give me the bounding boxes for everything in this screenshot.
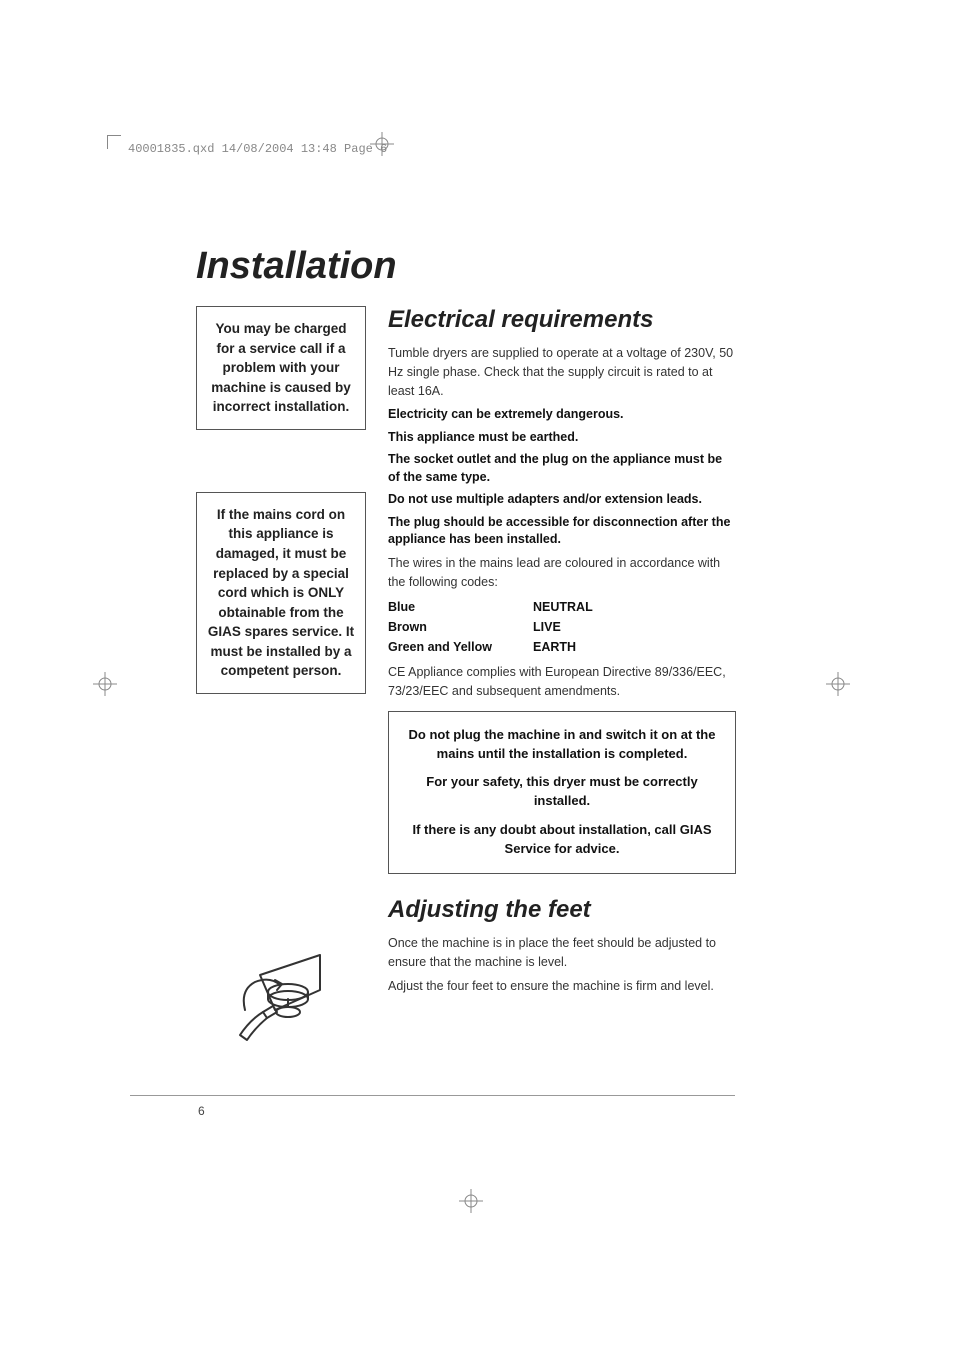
registration-mark-right — [826, 672, 850, 701]
bold-line: The socket outlet and the plug on the ap… — [388, 451, 736, 486]
wire-row: Green and Yellow EARTH — [388, 637, 736, 657]
wire-meaning: NEUTRAL — [533, 597, 593, 617]
page-content: Installation You may be charged for a se… — [196, 245, 736, 1002]
compliance-text: CE Appliance complies with European Dire… — [388, 663, 736, 701]
adjusting-feet-illustration — [225, 940, 335, 1050]
print-header-info: 40001835.qxd 14/08/2004 13:48 Page 6 — [128, 142, 387, 156]
wire-meaning: EARTH — [533, 637, 576, 657]
wire-color: Blue — [388, 597, 533, 617]
warning-box-installation: Do not plug the machine in and switch it… — [388, 711, 736, 874]
registration-mark-bottom — [459, 1189, 483, 1218]
feet-p2: Adjust the four feet to ensure the machi… — [388, 977, 736, 996]
warning-box-service-call: You may be charged for a service call if… — [196, 306, 366, 430]
registration-mark-top — [370, 132, 394, 161]
warning-line: For your safety, this dryer must be corr… — [401, 773, 723, 811]
warning-box-mains-cord: If the mains cord on this appliance is d… — [196, 492, 366, 694]
page-number: 6 — [198, 1104, 205, 1118]
wire-color: Brown — [388, 617, 533, 637]
wire-row: Brown LIVE — [388, 617, 736, 637]
feet-p1: Once the machine is in place the feet sh… — [388, 934, 736, 972]
left-column: You may be charged for a service call if… — [196, 306, 366, 1002]
two-column-layout: You may be charged for a service call if… — [196, 306, 736, 1002]
crop-mark-top-left — [107, 135, 121, 149]
bold-line: Do not use multiple adapters and/or exte… — [388, 491, 736, 509]
wire-color: Green and Yellow — [388, 637, 533, 657]
footer-rule — [130, 1095, 735, 1096]
wires-intro: The wires in the mains lead are coloured… — [388, 554, 736, 592]
right-column: Electrical requirements Tumble dryers ar… — [388, 306, 736, 1002]
registration-mark-left — [93, 672, 117, 701]
page-title: Installation — [196, 245, 736, 288]
wire-row: Blue NEUTRAL — [388, 597, 736, 617]
warning-line: Do not plug the machine in and switch it… — [401, 726, 723, 764]
wire-color-table: Blue NEUTRAL Brown LIVE Green and Yellow… — [388, 597, 736, 657]
section-heading-electrical: Electrical requirements — [388, 306, 736, 334]
bold-line: This appliance must be earthed. — [388, 429, 736, 447]
wire-meaning: LIVE — [533, 617, 561, 637]
warning-line: If there is any doubt about installation… — [401, 821, 723, 859]
bold-line: The plug should be accessible for discon… — [388, 514, 736, 549]
bold-line: Electricity can be extremely dangerous. — [388, 406, 736, 424]
section-heading-feet: Adjusting the feet — [388, 896, 736, 924]
electrical-intro: Tumble dryers are supplied to operate at… — [388, 344, 736, 400]
